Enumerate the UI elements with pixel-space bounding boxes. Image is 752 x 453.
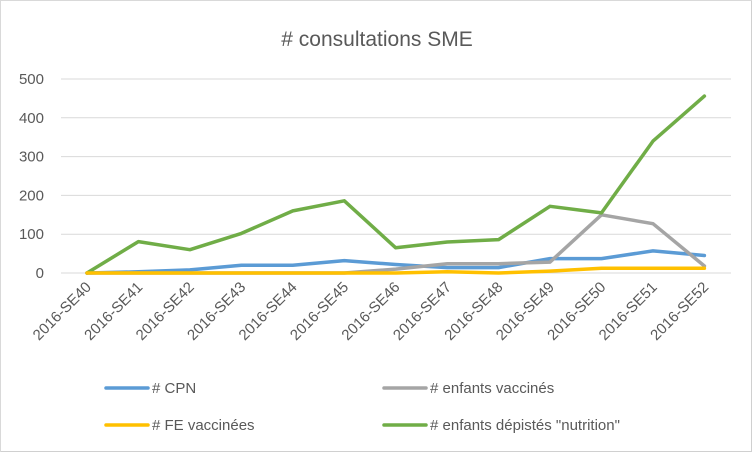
y-tick-label: 0 [36,265,44,282]
y-axis-ticks: 0 100 200 300 400 500 [19,71,44,282]
series-line-3 [85,94,707,275]
y-tick-label: 400 [19,110,44,127]
y-tick-label: 200 [19,187,44,204]
series-line-0 [85,249,707,275]
legend-label: # CPN [152,380,196,397]
legend-label: # FE vaccinées [152,417,255,434]
y-tick-label: 500 [19,71,44,88]
gridlines [61,78,731,274]
legend-item: # FE vaccinées [104,417,255,434]
series-line-2 [85,266,707,275]
legend-item: # enfants dépistés "nutrition" [382,417,620,434]
legend-item: # enfants vaccinés [382,380,554,397]
y-tick-label: 300 [19,149,44,166]
legend-label: # enfants vaccinés [430,380,554,397]
x-axis-ticks: 2016-SE402016-SE412016-SE422016-SE432016… [30,279,712,344]
legend-item: # CPN [104,380,196,397]
y-tick-label: 100 [19,226,44,243]
legend: # CPN # enfants vaccinés # FE vaccinées # e… [104,380,620,434]
legend-label: # enfants dépistés "nutrition" [430,417,620,434]
chart-title: # consultations SME [281,28,472,51]
series-lines [85,94,707,275]
